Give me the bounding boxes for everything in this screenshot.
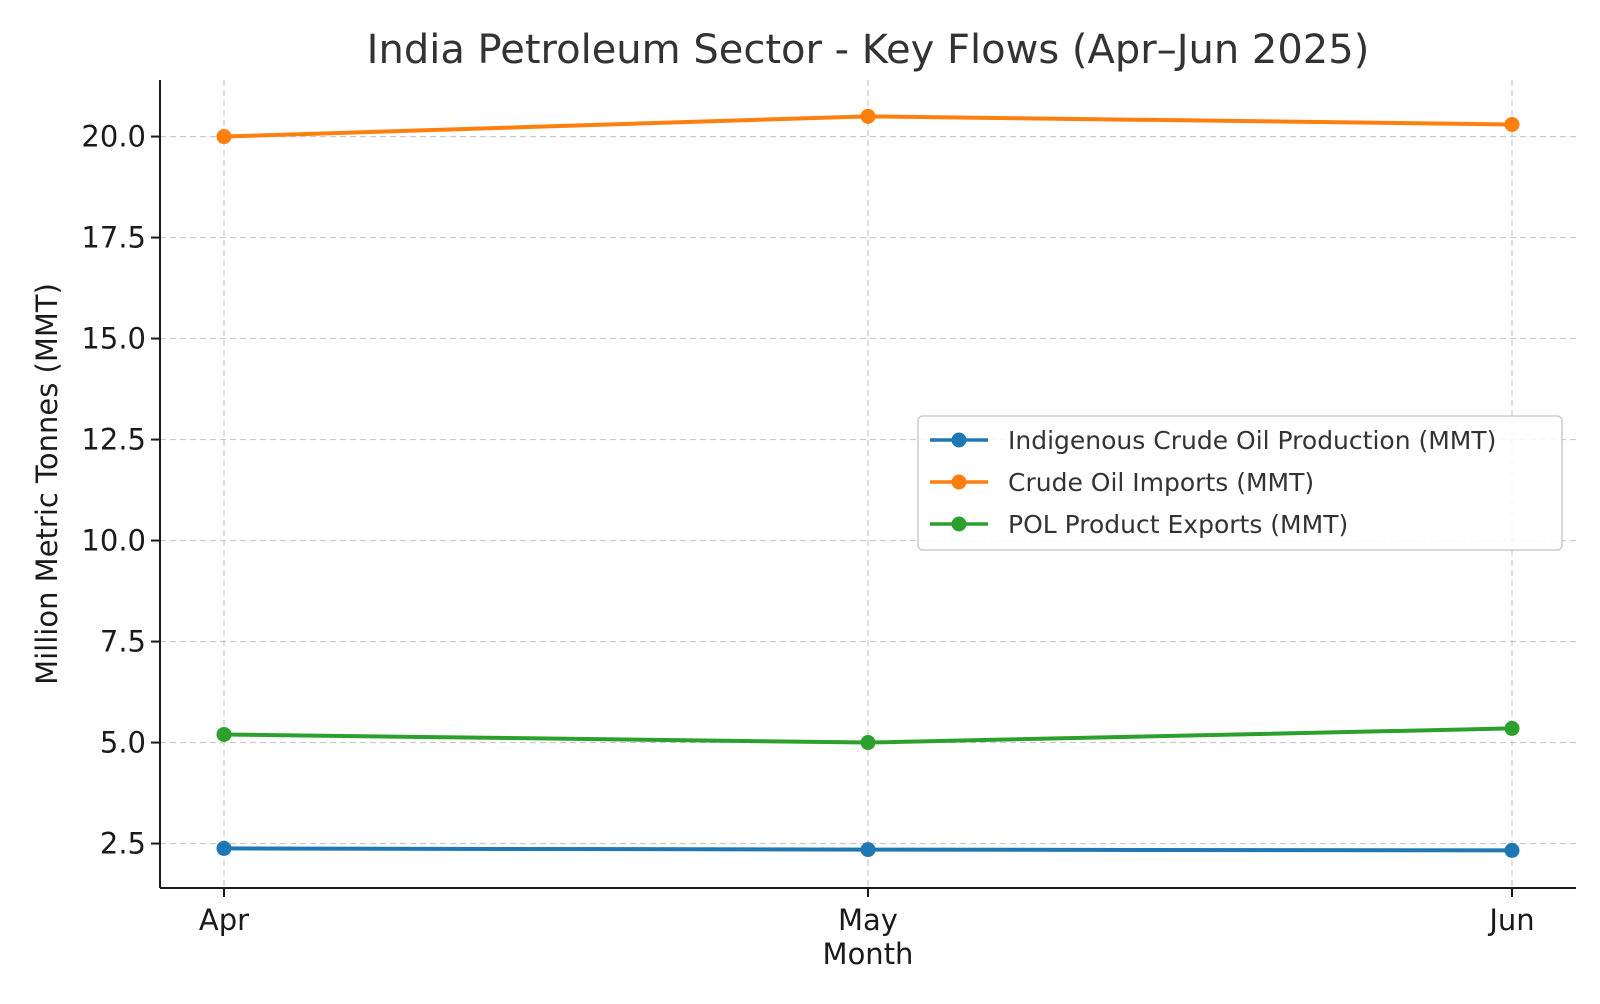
y-tick-label: 10.0 <box>81 524 146 558</box>
y-tick-label: 20.0 <box>81 120 146 154</box>
x-axis-label: Month <box>823 937 914 971</box>
data-point <box>860 735 876 751</box>
y-tick-label: 12.5 <box>81 423 146 457</box>
data-point <box>216 726 232 742</box>
legend-frame <box>917 415 1563 551</box>
series-group <box>216 108 1520 145</box>
legend-marker-exports <box>951 516 967 532</box>
data-point <box>1504 116 1520 132</box>
y-axis-label: Million Metric Tonnes (MMT) <box>30 283 64 685</box>
data-point <box>860 842 876 858</box>
legend-entry: Indigenous Crude Oil Production (MMT) <box>930 426 1496 455</box>
legend-label-production: Indigenous Crude Oil Production (MMT) <box>1008 426 1496 455</box>
legend-label-exports: POL Product Exports (MMT) <box>1008 510 1348 539</box>
x-tick-label: May <box>838 903 898 937</box>
legend-marker-imports <box>951 474 967 490</box>
y-tick-label: 17.5 <box>81 221 146 255</box>
chart-title: India Petroleum Sector - Key Flows (Apr–… <box>367 27 1370 73</box>
legend-label-imports: Crude Oil Imports (MMT) <box>1008 468 1314 497</box>
series-group <box>216 720 1520 751</box>
ticks: 2.5 5.0 7.5 10.0 12.5 15.0 17.5 20.0 Apr May Jun <box>81 120 1534 937</box>
x-tick-label: Jun <box>1487 903 1534 937</box>
y-tick-label: 2.5 <box>100 827 146 861</box>
y-tick-label: 5.0 <box>100 726 146 760</box>
legend-entry: POL Product Exports (MMT) <box>930 510 1348 539</box>
data-point <box>1504 842 1520 858</box>
data-point <box>860 108 876 124</box>
legend: Indigenous Crude Oil Production (MMT) Cr… <box>917 415 1563 551</box>
y-tick-label: 7.5 <box>100 625 146 659</box>
series <box>216 108 1520 858</box>
data-point <box>1504 720 1520 736</box>
x-tick-label: Apr <box>199 903 249 937</box>
y-tick-label: 15.0 <box>81 322 146 356</box>
series-group <box>216 840 1520 858</box>
legend-marker-production <box>951 432 967 448</box>
data-point <box>216 129 232 145</box>
legend-entry: Crude Oil Imports (MMT) <box>930 468 1314 497</box>
data-point <box>216 840 232 856</box>
